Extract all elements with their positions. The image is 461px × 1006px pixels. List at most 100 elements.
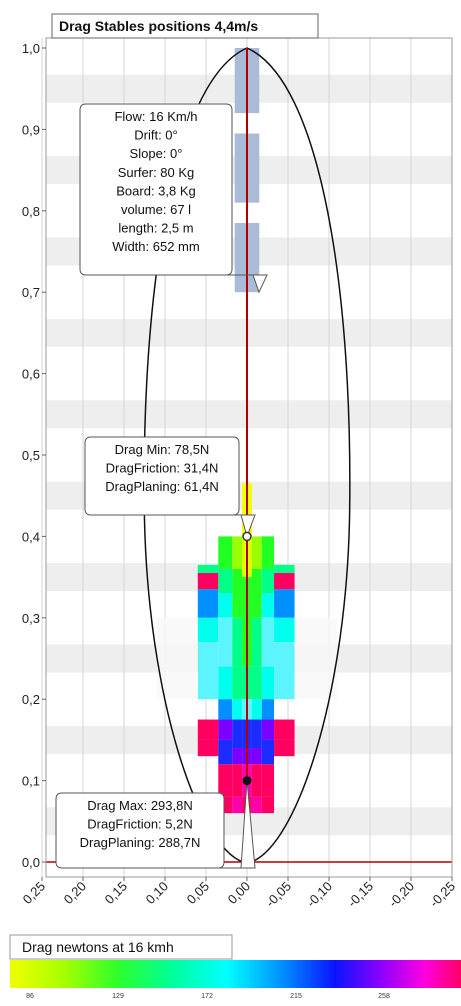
- heat-cell-faint: [156, 617, 198, 700]
- callout-box: [55, 780, 256, 869]
- y-tick-label: 0,4: [22, 529, 40, 544]
- legend-ticks: 86 129 172 215 258: [26, 993, 390, 1000]
- callout-line: length: 2,5 m: [118, 221, 193, 236]
- heat-cell: [251, 764, 262, 797]
- x-axis: 0,25 0,20 0,15 0,10 0,05 0,00 -0,05 -0,10 -0,15-…: [20, 877, 459, 911]
- callout-line: Slope: 0°: [130, 146, 183, 161]
- y-tick-label: 0,1: [22, 774, 40, 789]
- heat-cell: [251, 699, 262, 720]
- heat-cell: [261, 593, 275, 618]
- y-axis: 0,0 0,1 0,2 0,3 0,4 0,5 0,6 0,7 0,8 0,9 1,0: [22, 41, 46, 870]
- chart-title-tab: Drag Stables positions 4,4m/s: [51, 13, 319, 39]
- heat-cell: [261, 796, 275, 814]
- heat-cell: [232, 748, 243, 765]
- heat-cell: [232, 796, 243, 814]
- drag-min-callout: Drag Min: 78,5N DragFriction: 31,4N DragPl…: [84, 436, 256, 539]
- heat-cell: [261, 568, 275, 594]
- heat-cell: [232, 699, 243, 720]
- callout-line: Board: 3,8 Kg: [116, 183, 196, 198]
- grid-band: [46, 400, 452, 429]
- heat-cell: [261, 536, 275, 569]
- callout-box: [79, 103, 268, 294]
- drag-max-callout: Drag Max: 293,8N DragFriction: 5,2N DragPl…: [55, 780, 256, 869]
- callout-line: volume: 67 l: [121, 202, 191, 217]
- legend-tick-label: 129: [112, 993, 124, 1000]
- heat-cell-faint: [294, 617, 338, 700]
- heat-cell: [251, 536, 262, 569]
- heat-cell: [218, 739, 233, 765]
- heat-cell: [197, 719, 219, 740]
- heat-cell: [218, 666, 233, 700]
- legend-color-bar: [10, 960, 461, 988]
- y-tick-label: 0,5: [22, 448, 40, 463]
- heat-cell: [274, 573, 295, 590]
- x-tick-label: 0,15: [102, 879, 131, 908]
- heat-cell: [218, 719, 233, 740]
- heat-cell: [261, 617, 275, 667]
- heat-cell: [261, 666, 275, 700]
- heat-cell: [232, 568, 243, 618]
- legend-title: Drag newtons at 16 kmh: [22, 939, 174, 955]
- x-tick-label: 0,10: [143, 879, 172, 908]
- callout-line: DragFriction: 5,2N: [87, 817, 192, 832]
- x-tick-label: -0,20: [386, 879, 418, 911]
- heat-cell: [232, 719, 243, 749]
- callout-line: Drag Max: 293,8N: [87, 798, 193, 813]
- callout-line: DragPlaning: 61,4N: [105, 479, 218, 494]
- y-tick-label: 0,3: [22, 611, 40, 626]
- heat-cell: [197, 589, 219, 618]
- heat-cell: [218, 617, 233, 667]
- y-tick-label: 0,2: [22, 692, 40, 707]
- x-tick-label: 0,05: [184, 879, 213, 908]
- heat-cell: [274, 642, 295, 700]
- legend-tick-label: 86: [26, 993, 34, 1000]
- y-tick-label: 1,0: [22, 41, 40, 56]
- heat-cell: [261, 764, 275, 797]
- heat-cell: [218, 568, 233, 594]
- heat-cell: [232, 536, 243, 569]
- heat-cell: [218, 593, 233, 618]
- heat-cell: [232, 666, 243, 700]
- heat-cell: [232, 764, 243, 797]
- heat-cell: [274, 589, 295, 618]
- heat-cell: [261, 739, 275, 765]
- heat-cell: [218, 536, 233, 569]
- drag-min-point: [242, 531, 252, 542]
- heat-cell: [197, 617, 219, 643]
- heat-cell: [197, 573, 219, 590]
- callout-line: Surfer: 80 Kg: [118, 165, 195, 180]
- heat-cell: [251, 719, 262, 749]
- callout-line: Width: 652 mm: [112, 239, 199, 254]
- legend-tick-label: 172: [201, 993, 213, 1000]
- x-tick-label: 0,25: [20, 879, 49, 908]
- callout-line: Drag Min: 78,5N: [115, 442, 210, 457]
- heat-cell: [197, 739, 219, 757]
- y-tick-label: 0,9: [22, 122, 40, 137]
- x-tick-label: 0,20: [61, 879, 90, 908]
- heat-cell: [251, 796, 262, 814]
- heat-cell: [197, 642, 219, 700]
- heat-cell: [274, 617, 295, 643]
- x-tick-label: -0,05: [263, 879, 295, 911]
- heat-cell: [261, 719, 275, 740]
- heat-cell: [274, 739, 295, 757]
- x-tick-label: -0,10: [304, 879, 336, 911]
- callout-line: DragPlaning: 288,7N: [80, 835, 201, 850]
- y-tick-label: 0,0: [22, 855, 40, 870]
- drag-max-point: [242, 776, 252, 786]
- callout-line: DragFriction: 31,4N: [106, 461, 219, 476]
- callout-box: [84, 436, 256, 539]
- grid-band: [46, 318, 452, 347]
- conditions-callout: Flow: 16 Km/h Drift: 0° Slope: 0° Surfer: 8…: [79, 103, 268, 294]
- chart-title: Drag Stables positions 4,4m/s: [59, 18, 258, 34]
- callout-line: Drift: 0°: [134, 128, 177, 143]
- legend-tick-label: 215: [290, 993, 302, 1000]
- y-tick-label: 0,7: [22, 285, 40, 300]
- heat-cell: [251, 568, 262, 618]
- heat-cell: [251, 748, 262, 765]
- heat-cell: [251, 617, 262, 667]
- x-tick-label: -0,25: [427, 879, 459, 911]
- heat-cell: [274, 719, 295, 740]
- heat-cell: [218, 764, 233, 797]
- x-tick-label: -0,15: [345, 879, 377, 911]
